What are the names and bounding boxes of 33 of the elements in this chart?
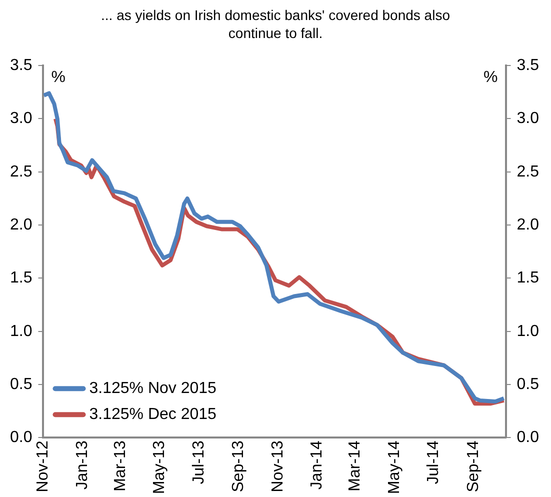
y2-tick-label: 2.0 — [516, 216, 540, 234]
y2-tick-label: 0.5 — [516, 376, 540, 393]
y2-tick-label: 3.5 — [516, 57, 540, 74]
y-tick-label: 2.0 — [10, 216, 32, 234]
x-tick-label: Sep-13 — [230, 440, 248, 492]
x-tick-label: Jul-13 — [190, 440, 208, 484]
y2-tick-label: 1.0 — [516, 322, 540, 340]
legend-label: 3.125% Dec 2015 — [89, 406, 217, 424]
x-tick-label: Jan-13 — [74, 440, 91, 490]
y-tick-label: 3.5 — [10, 57, 32, 74]
x-tick-label: Jan-14 — [308, 440, 326, 490]
y-axis-title: % — [51, 69, 66, 86]
y-tick-label: 1.0 — [10, 322, 32, 340]
x-tick-label: May-14 — [386, 440, 403, 494]
y-tick-label: 2.5 — [10, 163, 32, 180]
x-tick-label: Sep-14 — [465, 440, 482, 492]
x-tick-label: Nov-13 — [269, 440, 286, 492]
x-tick-label: May-13 — [151, 440, 168, 494]
y2-tick-label: 3.0 — [516, 110, 540, 128]
y2-axis-title: % — [484, 69, 498, 86]
y-tick-label: 0.5 — [10, 376, 32, 393]
y-tick-label: 3.0 — [10, 110, 32, 128]
y-tick-label: 0.0 — [10, 429, 32, 446]
legend-label: 3.125% Nov 2015 — [89, 380, 217, 398]
x-tick-label: Mar-14 — [346, 440, 364, 492]
chart-title: ... as yields on Irish domestic banks' covered bonds also continue to fall. — [100, 6, 450, 43]
y2-tick-label: 2.5 — [516, 163, 540, 180]
x-tick-label: Nov-12 — [34, 440, 52, 492]
y-tick-label: 1.5 — [10, 270, 32, 287]
x-tick-label: Jul-14 — [425, 440, 442, 484]
y2-tick-label: 0.0 — [516, 429, 540, 446]
x-tick-label: Mar-13 — [112, 440, 129, 492]
y2-tick-label: 1.5 — [516, 270, 540, 287]
